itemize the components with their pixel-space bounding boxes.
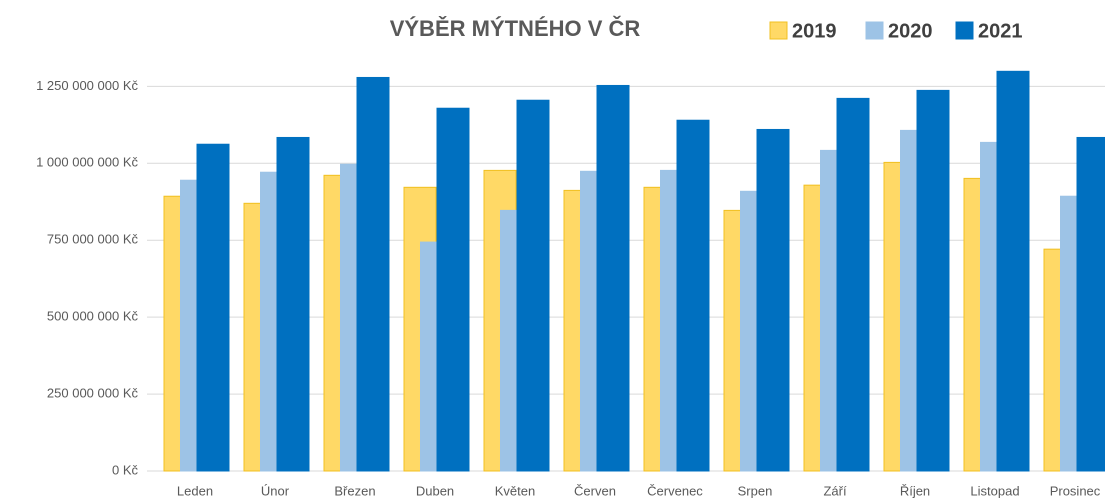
bar bbox=[436, 107, 470, 472]
x-tick-label: Březen bbox=[334, 483, 375, 498]
x-tick-label: Leden bbox=[177, 483, 213, 498]
x-tick-label: Červen bbox=[574, 483, 616, 498]
y-tick-label: 250 000 000 Kč bbox=[47, 386, 139, 401]
y-tick-label: 0 Kč bbox=[112, 462, 139, 477]
bar bbox=[756, 128, 790, 472]
y-tick-label: 1 250 000 000 Kč bbox=[36, 78, 138, 93]
x-tick-label: Únor bbox=[261, 483, 290, 498]
bar bbox=[516, 99, 550, 472]
bar bbox=[276, 136, 310, 472]
bar bbox=[196, 143, 230, 472]
y-tick-label: 500 000 000 Kč bbox=[47, 309, 139, 324]
bar bbox=[1076, 136, 1105, 472]
bar bbox=[916, 89, 950, 472]
chart-title: VÝBĚR MÝTNÉHO V ČR bbox=[390, 16, 641, 41]
x-tick-label: Říjen bbox=[900, 483, 930, 498]
x-tick-label: Květen bbox=[495, 483, 535, 498]
y-tick-label: 1 000 000 000 Kč bbox=[36, 155, 138, 170]
legend-label: 2020 bbox=[888, 20, 933, 42]
x-tick-label: Prosinec bbox=[1050, 483, 1101, 498]
y-tick-label: 750 000 000 Kč bbox=[47, 232, 139, 247]
bar bbox=[676, 119, 710, 472]
bar bbox=[996, 70, 1030, 472]
x-tick-label: Duben bbox=[416, 483, 454, 498]
x-tick-label: Září bbox=[823, 483, 847, 498]
bar bbox=[836, 97, 870, 472]
x-tick-label: Srpen bbox=[738, 483, 773, 498]
bar bbox=[356, 76, 390, 472]
x-tick-label: Červenec bbox=[647, 483, 703, 498]
legend-swatch bbox=[769, 21, 788, 40]
legend-swatch bbox=[865, 21, 884, 40]
legend-label: 2021 bbox=[978, 20, 1023, 42]
legend-label: 2019 bbox=[792, 20, 837, 42]
x-tick-label: Listopad bbox=[970, 483, 1019, 498]
legend-swatch bbox=[955, 21, 974, 40]
bar bbox=[596, 84, 630, 472]
